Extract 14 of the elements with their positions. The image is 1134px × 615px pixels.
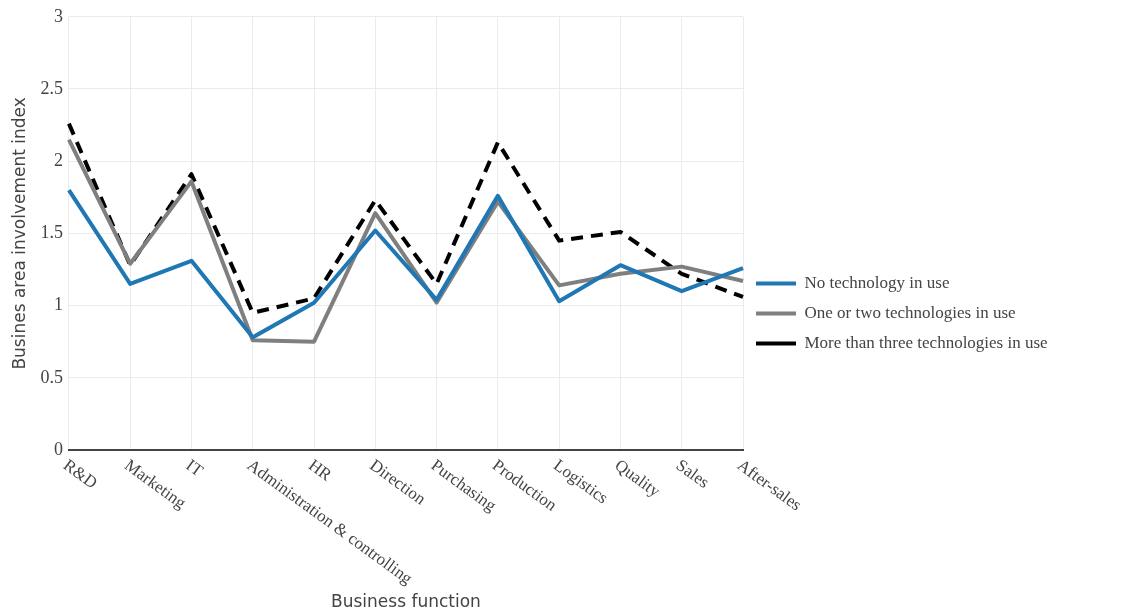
x-axis-title: Business function [331,591,481,612]
line-series [66,121,745,315]
legend-label: One or two technologies in use [804,302,1016,322]
x-tick-label: Sales [672,455,713,492]
y-tick-label: 2.5 [40,77,63,98]
legend-label: More than three technologies in use [804,332,1048,352]
y-tick-label: 0.5 [40,366,63,387]
y-axis-title: Busines area involvement index [8,97,29,370]
legend-label: No technology in use [804,272,950,292]
y-tick-label: 1 [53,294,63,315]
x-tick-label: IT [182,455,208,481]
y-tick-label: 3 [53,5,63,26]
y-tick-label: 2 [53,149,63,170]
y-tick-label: 1.5 [40,222,63,243]
